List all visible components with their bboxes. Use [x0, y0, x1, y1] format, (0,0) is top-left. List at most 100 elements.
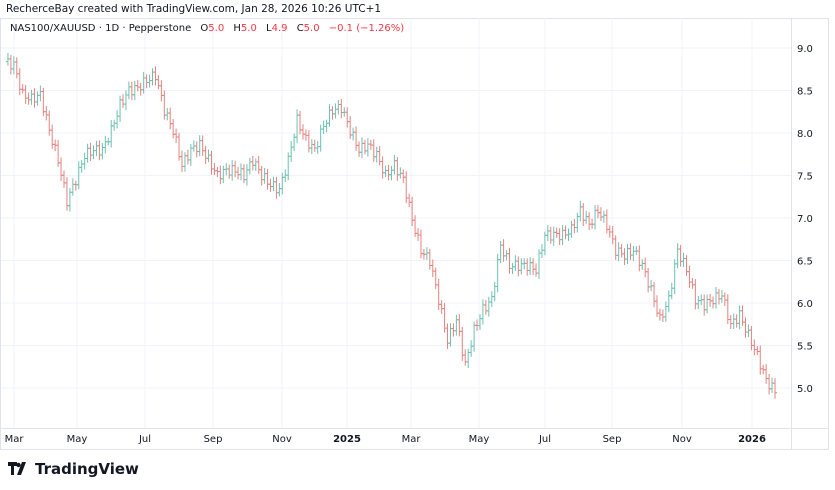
symbol-name[interactable]: NAS100/XAUUSD: [10, 23, 96, 34]
ohlc-bar: [731, 313, 736, 329]
ohlc-bar: [23, 84, 28, 104]
ohlc-bar: [100, 143, 105, 160]
time-tick-label: Nov: [672, 434, 692, 445]
ohlc-bar: [8, 54, 13, 75]
ohlc-bar: [35, 91, 40, 106]
price-tick-label: 6.0: [797, 299, 813, 310]
ohlc-bar: [374, 146, 379, 163]
ohlc-bar: [327, 104, 332, 127]
time-tick-label: Sep: [603, 434, 622, 445]
ohlc-bar: [749, 326, 754, 351]
ohlc-bar: [185, 149, 190, 165]
ohlc-bar: [153, 66, 158, 86]
ohlc-bar: [770, 377, 775, 393]
ohlc-bar: [386, 164, 391, 181]
ohlc-bar: [82, 152, 87, 170]
ohlc-bar: [174, 128, 179, 143]
ohlc-bar: [752, 339, 757, 356]
ohlc-bar: [88, 142, 93, 162]
ohlc-bar: [489, 291, 494, 307]
ohlc-bar: [581, 202, 586, 227]
ohlc-bar: [85, 143, 90, 163]
separator: ·: [122, 23, 126, 34]
time-tick-label: 2026: [738, 434, 766, 445]
time-tick-label: Mar: [402, 434, 422, 445]
ohlc-bar: [510, 262, 515, 275]
ohlc-bar: [563, 225, 568, 240]
ohlc-bar: [44, 105, 49, 121]
ohlc-bar: [62, 170, 67, 188]
ohlc-bar: [469, 340, 474, 357]
ohlc-bar: [79, 159, 84, 173]
price-tick-label: 5.0: [797, 384, 813, 395]
ohlc-bar: [115, 110, 120, 129]
ohlc-bar: [619, 243, 624, 258]
ohlc-bar: [702, 294, 707, 316]
ohlc-bar: [109, 119, 114, 148]
time-tick-label: May: [469, 434, 490, 445]
ohlc-bar: [29, 89, 34, 105]
ohlc-bar: [758, 345, 763, 375]
ohlc-bar: [498, 241, 503, 264]
ohlc-bar: [513, 255, 518, 271]
price-tick-label: 9.0: [797, 44, 813, 55]
ohlc-bar: [687, 265, 692, 289]
ohlc-bar: [516, 256, 521, 277]
ohlc-bar: [696, 295, 701, 310]
ohlc-bar: [764, 363, 769, 384]
ohlc-bar: [622, 248, 627, 265]
ohlc-bar: [557, 228, 562, 246]
open-value: 5.0: [208, 23, 225, 34]
ohlc-bar: [233, 160, 238, 178]
ohlc-bar: [773, 378, 777, 399]
ohlc-bar: [47, 110, 52, 136]
ohlc-bar: [371, 139, 376, 162]
price-tick-label: 8.5: [797, 87, 813, 98]
ohlc-bar: [241, 164, 246, 184]
ohlc-bar: [628, 243, 633, 261]
change-value: −0.1 (−1.26%): [328, 23, 405, 34]
ohlc-bar: [755, 346, 760, 356]
ohlc-bar: [147, 74, 152, 88]
ohlc-bar: [206, 149, 211, 163]
ohlc-bar: [716, 289, 721, 305]
ohlc-bar: [708, 293, 713, 307]
ohlc-bar: [705, 294, 710, 314]
high-label: H: [233, 23, 241, 34]
ohlc-bar: [357, 141, 362, 157]
ohlc-bar: [67, 188, 72, 212]
ohlc-bar: [666, 290, 671, 313]
ohlc-bar: [103, 135, 108, 154]
ohlc-bar: [454, 314, 459, 336]
ohlc-bar: [654, 295, 659, 317]
price-chart[interactable]: 5.0 5.5 6.0 6.5 7.0 7.5 8.0 8.5 9.0 Mar May Jul Sep N…: [0, 0, 835, 460]
ohlc-bar: [250, 155, 255, 171]
ohlc-bar: [91, 145, 96, 160]
tradingview-logo[interactable]: TradingView: [8, 460, 139, 478]
ohlc-bar: [669, 282, 674, 300]
ohlc-bar: [221, 165, 226, 184]
ohlc-bar: [180, 150, 185, 173]
ohlc-bar: [584, 210, 589, 224]
ohlc-bar: [182, 152, 187, 172]
ohlc-bar: [504, 250, 509, 261]
ohlc-bar: [684, 255, 689, 276]
ohlc-bar: [569, 220, 574, 238]
ohlc-bar: [637, 245, 642, 272]
ohlc-bar: [451, 323, 456, 337]
ohlc-bar: [292, 133, 297, 151]
ohlc-bar: [734, 314, 739, 328]
ohlc-bar: [713, 287, 718, 309]
ohlc-bar: [466, 348, 471, 368]
ohlc-bar: [253, 158, 258, 171]
ohlc-bar: [295, 109, 300, 144]
ohlc-bar: [737, 305, 742, 330]
ohlc-bar: [150, 68, 155, 86]
ohlc-bar: [743, 317, 748, 338]
ohlc-bar: [536, 249, 541, 279]
ohlc-bar: [247, 157, 252, 175]
ohlc-bar: [309, 139, 314, 155]
ohlc-bar: [424, 247, 429, 260]
ohlc-bar: [239, 163, 244, 181]
interval[interactable]: 1D: [105, 23, 120, 34]
